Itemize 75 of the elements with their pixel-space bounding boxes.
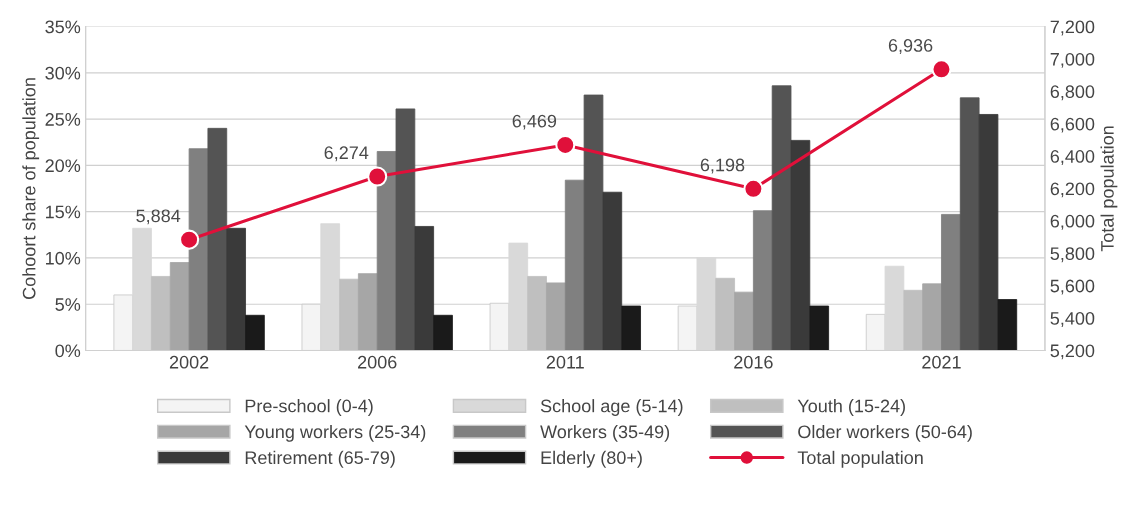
bar [978,114,999,351]
bar [922,283,942,351]
legend-label: Older workers (50-64) [798,424,972,442]
bar [734,291,754,351]
y-tick-label: 25% [45,113,81,126]
bar [752,210,773,351]
y2-tick-label: 6,000 [1050,214,1095,230]
x-tick-label: 2006 [358,355,397,369]
y2-tick-label: 6,400 [1050,150,1095,165]
y2-tick-label: 5,800 [1050,247,1095,263]
legend-label: Young workers (25-34) [244,424,426,442]
y-tick-label: 30% [45,66,81,80]
legend-label: Elderly (80+) [541,450,642,468]
y-tick-label: 35% [45,20,81,34]
y2-tick-label: 6,800 [1050,85,1095,101]
bar [959,97,980,351]
bar [169,262,190,351]
y-tick-label: 5% [55,298,81,311]
bar [245,314,265,351]
bar [207,127,228,351]
x-tick-label: 2002 [169,355,209,369]
bar [941,214,961,351]
y2-tick-label: 7,000 [1050,52,1095,68]
bar [188,148,209,351]
bar [715,277,735,351]
bar [339,278,359,351]
bar [546,282,566,351]
bar [809,305,830,351]
bar [997,299,1018,351]
x-tick-label: 2011 [546,355,584,369]
data-label: 6,469 [512,114,557,130]
y2-tick-label: 6,600 [1050,117,1095,133]
y2-tick-label: 6,200 [1050,182,1095,198]
bar [865,313,886,351]
bar [621,305,641,351]
bar [151,276,171,351]
bar [602,191,623,351]
bar [564,179,585,351]
bar [414,226,435,351]
y-axis-title: Cohoort share of population [22,78,40,299]
point [931,59,952,80]
bar [395,108,416,351]
y2-tick-label: 7,200 [1050,20,1095,36]
data-label: 5,884 [136,209,181,225]
bar [771,85,792,351]
y2-axis-title: Total population [1100,126,1118,252]
bar [357,273,378,351]
y-tick-label: 15% [46,205,81,219]
data-label: 6,274 [324,146,369,162]
point [367,166,388,187]
legend-label: Workers (35-49) [540,424,670,442]
point [743,178,764,199]
x-tick-label: 2021 [922,355,961,369]
y2-tick-label: 5,400 [1050,312,1095,327]
bar [527,276,547,351]
x-tick-label: 2016 [734,355,773,369]
legend-label: Pre-school (0-4) [245,399,373,416]
legend-label: School age (5-14) [540,399,683,416]
data-label: 6,936 [888,39,933,54]
bar [790,139,811,351]
bar [226,227,246,351]
bar [903,289,924,351]
bar [583,94,604,351]
data-label: 6,198 [700,158,745,174]
point [179,229,200,250]
y2-tick-label: 5,600 [1050,279,1095,295]
legend-label: Retirement (65-79) [245,450,395,468]
point [555,134,576,156]
y2-tick-label: 5,200 [1050,344,1095,360]
bar [433,314,453,351]
legend-label: Youth (15-24) [797,399,905,416]
legend-label: Total population [797,450,923,468]
y-tick-label: 10% [46,251,81,265]
y-tick-label: 20% [45,159,81,173]
y-tick-label: 0% [55,344,81,358]
